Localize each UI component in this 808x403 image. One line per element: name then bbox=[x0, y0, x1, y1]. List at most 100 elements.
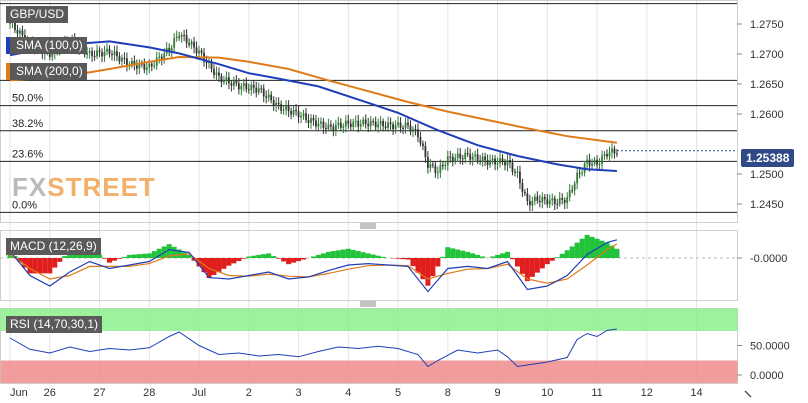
candle-body bbox=[484, 156, 487, 161]
x-tick-label: 12 bbox=[641, 387, 653, 399]
candle-body bbox=[601, 155, 603, 165]
candle-body bbox=[531, 201, 534, 206]
candle-body bbox=[436, 172, 439, 174]
x-tick-label: 2 bbox=[246, 387, 252, 399]
macd-histogram-bar bbox=[291, 258, 297, 263]
x-tick-label: Jul bbox=[192, 387, 206, 399]
candle-body bbox=[225, 77, 228, 81]
macd-histogram-bar bbox=[325, 251, 331, 258]
rsi-y-tick-label: 50.0000 bbox=[750, 341, 790, 353]
candle-body bbox=[414, 128, 417, 130]
macd-histogram-bar bbox=[97, 254, 103, 258]
macd-histogram-bar bbox=[460, 250, 466, 258]
macd-histogram-bar bbox=[251, 255, 257, 258]
candle-body bbox=[145, 67, 148, 70]
candle-body bbox=[543, 196, 546, 200]
sma100-line bbox=[9, 40, 617, 172]
candle-body bbox=[613, 148, 616, 154]
candle-body bbox=[213, 68, 215, 75]
macd-histogram-bar bbox=[216, 258, 222, 272]
candle-body bbox=[362, 119, 365, 125]
macd-histogram-bar bbox=[430, 258, 436, 277]
candle-body bbox=[111, 54, 113, 56]
candle-body bbox=[581, 172, 584, 174]
y-tick-label: 1.2450 bbox=[750, 199, 784, 211]
candle-body bbox=[275, 102, 278, 106]
candle-body bbox=[471, 156, 474, 160]
macd-histogram-bar bbox=[505, 251, 510, 258]
macd-histogram-bar bbox=[340, 249, 346, 258]
candle-body bbox=[315, 120, 317, 127]
x-tick-label: 27 bbox=[93, 387, 105, 399]
candle-body bbox=[312, 118, 315, 121]
candle-body bbox=[108, 48, 111, 55]
macd-histogram-bar bbox=[241, 258, 247, 259]
candle-body bbox=[357, 120, 360, 127]
candle-body bbox=[173, 38, 176, 48]
macd-histogram-bar bbox=[141, 253, 147, 258]
candle-body bbox=[402, 127, 404, 129]
candle-body bbox=[277, 102, 280, 105]
candle-body bbox=[603, 153, 606, 156]
macd-histogram-bar bbox=[276, 258, 282, 259]
candle-body bbox=[608, 152, 611, 157]
macd-histogram-bar bbox=[495, 254, 501, 258]
axis-corner-icon bbox=[744, 390, 752, 398]
candle-body bbox=[489, 160, 491, 165]
candle-body bbox=[459, 153, 462, 159]
candle-body bbox=[533, 196, 536, 202]
macd-histogram-bar bbox=[126, 254, 132, 258]
candle-body bbox=[409, 125, 412, 132]
candle-body bbox=[96, 50, 98, 57]
candle-body bbox=[479, 160, 482, 162]
candle-body bbox=[329, 124, 332, 127]
candle-body bbox=[232, 81, 235, 86]
candle-body bbox=[576, 172, 579, 184]
macd-histogram-bar bbox=[579, 238, 585, 258]
y-tick-label: 1.2600 bbox=[750, 109, 784, 121]
macd-histogram-bar bbox=[415, 258, 421, 273]
candle-body bbox=[138, 63, 141, 69]
candle-body bbox=[382, 120, 385, 127]
candle-body bbox=[439, 164, 442, 173]
candle-body bbox=[93, 56, 96, 58]
candle-body bbox=[456, 153, 459, 158]
candle-body bbox=[486, 160, 489, 165]
macd-histogram-bar bbox=[370, 254, 376, 258]
candle-body bbox=[160, 56, 163, 60]
candle-body bbox=[250, 84, 253, 90]
panel-frame-2 bbox=[0, 230, 738, 301]
candle-body bbox=[524, 192, 526, 194]
macd-histogram-bar bbox=[107, 258, 112, 263]
candle-body bbox=[300, 115, 302, 118]
macd-histogram-bar bbox=[236, 258, 242, 262]
macd-histogram-bar bbox=[455, 249, 461, 258]
macd-histogram-bar bbox=[559, 253, 565, 258]
candle-body bbox=[354, 120, 357, 122]
macd-histogram-bar bbox=[514, 258, 520, 267]
candle-body bbox=[444, 165, 447, 167]
candle-body bbox=[178, 36, 181, 38]
macd-histogram-bar bbox=[405, 258, 411, 260]
watermark-part-a: FX bbox=[12, 172, 48, 202]
sma100-legend: SMA (100,0) bbox=[6, 37, 87, 54]
candle-body bbox=[16, 29, 19, 34]
x-tick-label: 10 bbox=[541, 387, 553, 399]
macd-histogram-bar bbox=[181, 252, 187, 258]
x-tick-label: 4 bbox=[345, 387, 351, 399]
fib-level-label: 38.2% bbox=[12, 118, 43, 130]
macd-histogram-bar bbox=[315, 254, 321, 258]
sma100-swatch bbox=[6, 37, 10, 54]
candle-body bbox=[499, 158, 501, 164]
candle-body bbox=[352, 121, 355, 127]
candle-body bbox=[339, 122, 342, 128]
candle-body bbox=[193, 41, 195, 48]
macd-histogram-bar bbox=[589, 236, 595, 258]
macd-histogram-bar bbox=[440, 256, 446, 258]
macd-histogram-bar bbox=[365, 253, 371, 258]
macd-histogram-bar bbox=[17, 258, 23, 262]
candle-body bbox=[280, 104, 283, 111]
candle-body bbox=[218, 72, 220, 76]
candle-body bbox=[429, 164, 432, 168]
